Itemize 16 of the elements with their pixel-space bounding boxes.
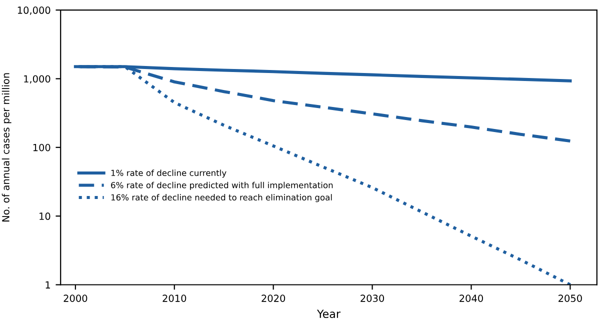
y-tick-label: 10: [40, 212, 50, 220]
x-tick-label: 2030: [360, 294, 384, 302]
x-tick-label: 2040: [460, 294, 483, 302]
x-axis-title: Year: [316, 310, 341, 318]
y-tick-label: 1: [46, 281, 50, 288]
x-tick-label: 2000: [64, 294, 88, 302]
x-tick-label: 2020: [262, 294, 286, 302]
x-tick-label: 2050: [558, 294, 582, 302]
legend-label: 16% rate of decline needed to reach elimination goal: [111, 194, 332, 202]
legend-label: 6% rate of decline predicted with full implementation: [111, 182, 333, 190]
y-tick-label: 10,000: [18, 6, 50, 15]
legend-label: 1% rate of decline currently: [111, 170, 226, 178]
y-axis-title: No. of annual cases per million: [2, 73, 12, 222]
y-tick-label: 100: [33, 144, 50, 152]
x-tick-label: 2010: [162, 294, 186, 302]
y-tick-label: 1,000: [24, 75, 50, 84]
